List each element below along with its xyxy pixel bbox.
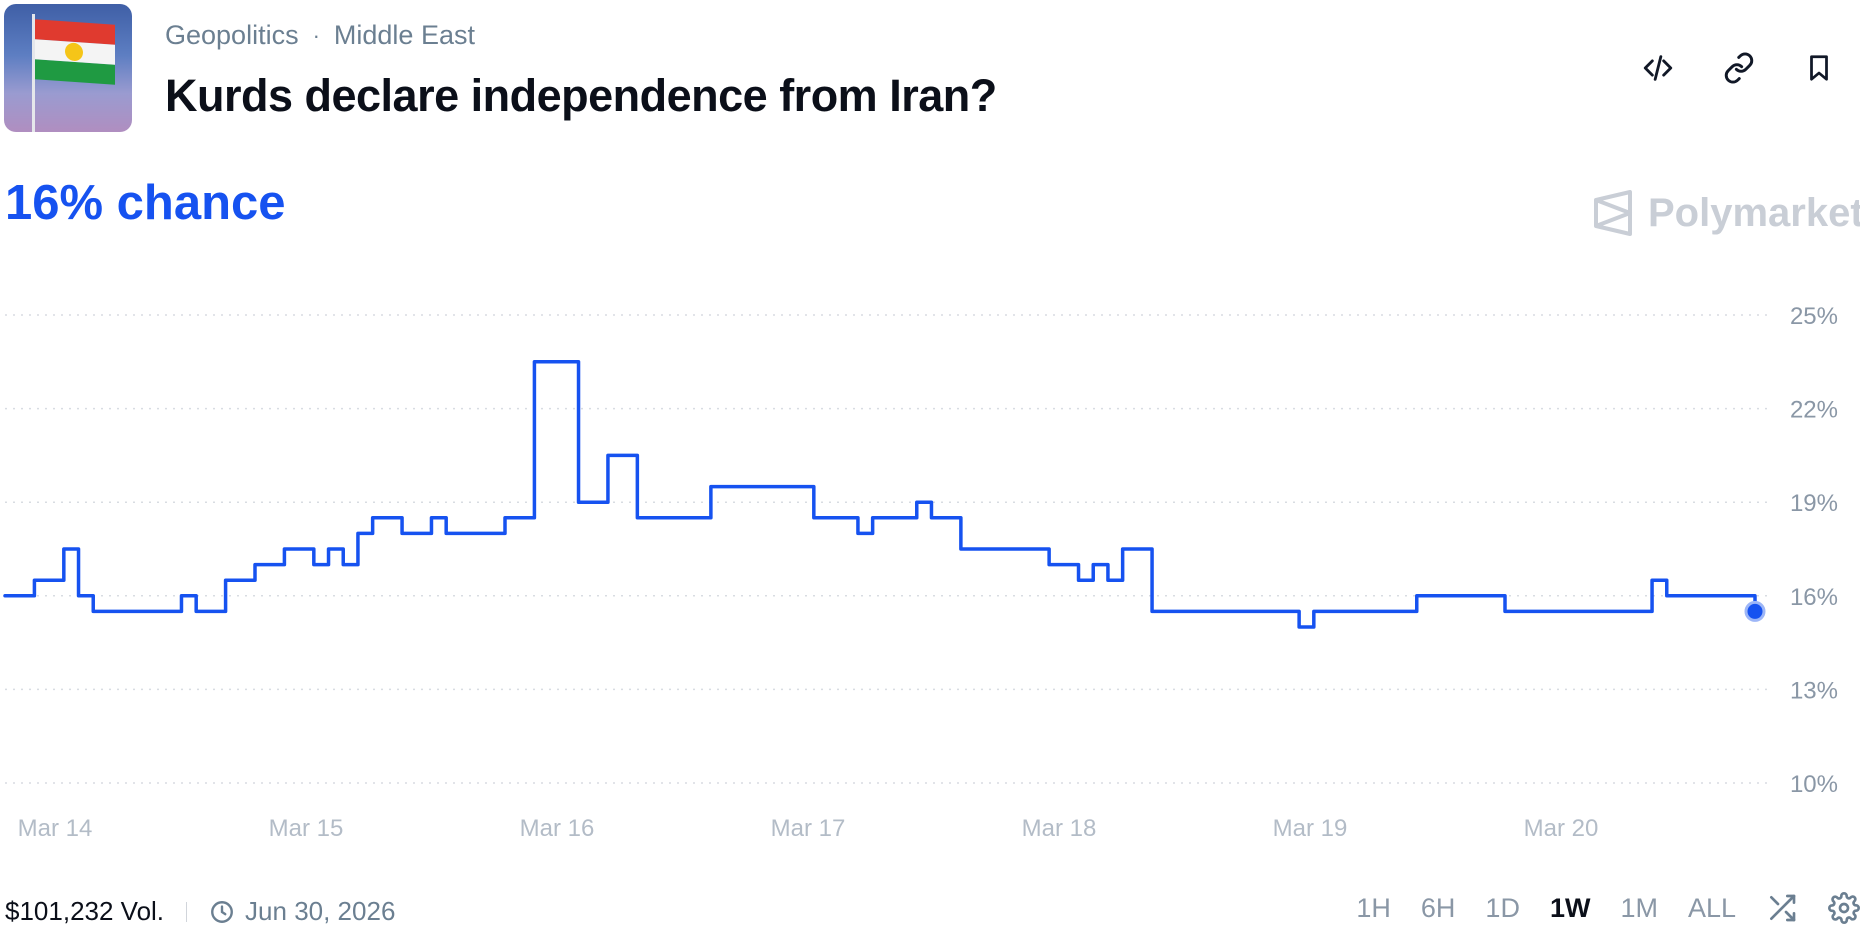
- flag-pole: [32, 14, 35, 132]
- bookmark-button[interactable]: [1797, 46, 1841, 90]
- current-value-marker: [1744, 600, 1766, 622]
- header-actions: [1610, 46, 1860, 90]
- range-1d[interactable]: 1D: [1485, 892, 1520, 923]
- market-footer: $101,232 Vol. Jun 30, 2026: [5, 896, 395, 927]
- market-title: Kurds declare independence from Iran?: [165, 70, 997, 121]
- x-tick-label: Mar 19: [1273, 815, 1348, 842]
- y-tick-label: 25%: [1790, 303, 1838, 330]
- brand-name: Polymarket: [1648, 190, 1860, 235]
- copy-link-button[interactable]: [1717, 46, 1761, 90]
- chart-grid: [5, 314, 1770, 784]
- breadcrumb: Geopolitics · Middle East: [165, 20, 475, 51]
- x-axis: Mar 14 Mar 15 Mar 16 Mar 17 Mar 18 Mar 19 Mar …: [18, 815, 1599, 842]
- series-line: [3, 360, 1757, 629]
- link-icon: [1724, 52, 1754, 84]
- breadcrumb-subcategory[interactable]: Middle East: [333, 20, 475, 50]
- range-1w[interactable]: 1W: [1549, 892, 1591, 923]
- x-tick-label: Mar 16: [520, 815, 595, 842]
- y-tick-label: 10%: [1790, 771, 1838, 798]
- breadcrumb-separator: ·: [312, 22, 320, 48]
- y-tick-label: 22%: [1790, 397, 1838, 424]
- end-date-text: Jun 30, 2026: [245, 896, 396, 926]
- kurdistan-flag-image: [35, 19, 115, 85]
- code-icon: [1643, 55, 1673, 81]
- y-axis: 25% 22% 19% 16% 13% 10%: [1790, 303, 1838, 798]
- x-tick-label: Mar 14: [18, 815, 93, 842]
- breadcrumb-category[interactable]: Geopolitics: [165, 20, 299, 50]
- shuffle-button[interactable]: [1766, 892, 1798, 924]
- market-thumbnail: [4, 4, 132, 132]
- x-tick-label: Mar 17: [771, 815, 846, 842]
- time-range-selector: 1H 6H 1D 1W 1M ALL: [1326, 892, 1860, 924]
- x-tick-label: Mar 15: [269, 815, 344, 842]
- range-1h[interactable]: 1H: [1356, 892, 1391, 923]
- range-1m[interactable]: 1M: [1620, 892, 1658, 923]
- embed-button[interactable]: [1636, 46, 1680, 90]
- volume: $101,232 Vol.: [5, 896, 165, 926]
- price-chart[interactable]: 25%22%19%16%13%10% Mar 14 Mar 15 Mar 16 Mar…: [0, 270, 1860, 850]
- shuffle-icon: [1770, 894, 1796, 922]
- x-tick-label: Mar 20: [1524, 815, 1599, 842]
- brand-watermark: Polymarket: [1592, 190, 1860, 236]
- footer-divider: [186, 901, 188, 922]
- y-tick-label: 19%: [1790, 490, 1838, 517]
- range-all[interactable]: ALL: [1687, 892, 1736, 923]
- polymarket-logo-icon: [1594, 190, 1632, 236]
- chart-settings-button[interactable]: [1828, 892, 1860, 924]
- x-tick-label: Mar 18: [1022, 815, 1097, 842]
- range-6h[interactable]: 6H: [1420, 892, 1456, 923]
- bookmark-icon: [1810, 55, 1828, 81]
- y-tick-label: 13%: [1790, 677, 1838, 704]
- clock-icon: [211, 900, 233, 923]
- end-date: Jun 30, 2026: [209, 896, 395, 927]
- chance-value: 16% chance: [5, 176, 286, 230]
- gear-icon: [1828, 892, 1860, 924]
- y-tick-label: 16%: [1790, 584, 1838, 611]
